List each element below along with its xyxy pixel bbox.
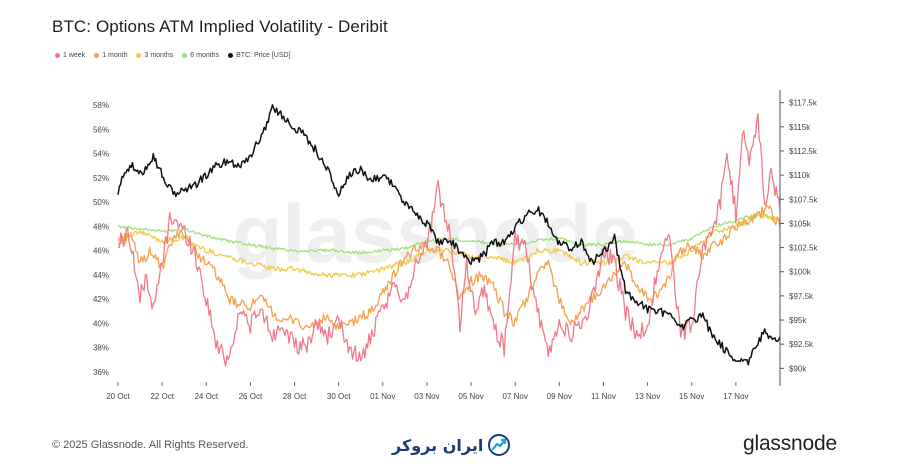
x-tick-label: 30 Oct	[327, 392, 351, 401]
x-tick-label: 11 Nov	[591, 392, 616, 401]
y-left-tick-label: 56%	[93, 125, 109, 134]
x-tick-label: 15 Nov	[679, 392, 704, 401]
legend-dot-icon	[228, 53, 234, 58]
axes-layer: 36% 38% 40% 42% 44% 46% 48% 50% 52% 54% 56% 58% $90k…	[93, 90, 818, 401]
brand-chart-icon	[488, 434, 511, 456]
y-left-tick-label: 42%	[93, 295, 109, 304]
legend-label: 6 months	[190, 52, 220, 59]
legend-item-3-months[interactable]: 3 months	[136, 52, 173, 59]
y-left-tick-label: 46%	[93, 247, 109, 256]
y-left-tick-label: 36%	[93, 368, 109, 377]
legend-dot-icon	[136, 53, 142, 58]
y-right-tick-label: $102.5k	[789, 244, 818, 253]
x-tick-label: 03 Nov	[414, 392, 439, 401]
footer-brand: ایران بروکر	[392, 433, 511, 457]
y-left-tick-label: 52%	[93, 174, 109, 183]
x-tick-label: 13 Nov	[635, 392, 660, 401]
chart-legend: 1 week 1 month 3 months 6 months BTC: Pr…	[55, 52, 291, 59]
y-left-tick-label: 54%	[93, 150, 109, 159]
y-right-tick-label: $97.5k	[789, 292, 814, 301]
y-right-tick-label: $92.5k	[789, 340, 814, 349]
y-left-tick-label: 48%	[93, 222, 109, 231]
y-left-tick-label: 40%	[93, 319, 109, 328]
brand-text: ایران بروکر	[392, 435, 484, 455]
series-line-6-months	[117, 213, 781, 255]
legend-dot-icon	[94, 53, 100, 58]
series-line-1-month	[117, 205, 781, 331]
x-tick-label: 05 Nov	[458, 392, 483, 401]
y-right-tick-label: $107.5k	[789, 195, 818, 204]
x-tick-label: 17 Nov	[723, 392, 748, 401]
y-right-tick-label: $110k	[789, 171, 811, 180]
chart-title: BTC: Options ATM Implied Volatility - De…	[52, 17, 388, 36]
y-left-tick-label: 44%	[93, 271, 109, 280]
legend-label: 3 months	[144, 52, 174, 59]
legend-item-1-month[interactable]: 1 month	[94, 52, 127, 59]
x-tick-label: 24 Oct	[194, 392, 218, 401]
footer-copyright: © 2025 Glassnode. All Rights Reserved.	[52, 439, 249, 451]
x-tick-label: 07 Nov	[503, 392, 528, 401]
y-right-tick-label: $90k	[789, 364, 807, 373]
series-line-3-months	[117, 211, 781, 279]
x-tick-label: 26 Oct	[239, 392, 263, 401]
legend-label: 1 week	[63, 52, 86, 59]
y-left-tick-label: 58%	[93, 101, 109, 110]
y-right-tick-label: $117.5k	[789, 99, 818, 108]
y-right-tick-label: $115k	[789, 123, 811, 132]
series-line-btc-price	[117, 104, 781, 366]
legend-label: BTC: Price [USD]	[236, 52, 291, 59]
series-line-1-week	[117, 112, 781, 367]
legend-dot-icon	[55, 53, 60, 58]
legend-item-6-months[interactable]: 6 months	[182, 52, 219, 59]
x-tick-label: 20 Oct	[106, 392, 130, 401]
legend-dot-icon	[182, 53, 188, 58]
glassnode-logo: glassnode	[743, 432, 837, 455]
y-left-tick-label: 38%	[93, 344, 109, 353]
y-right-tick-label: $105k	[789, 219, 812, 228]
x-tick-label: 28 Oct	[283, 392, 307, 401]
x-tick-label: 22 Oct	[150, 392, 174, 401]
legend-item-btc-price[interactable]: BTC: Price [USD]	[228, 52, 291, 59]
y-left-tick-label: 50%	[93, 198, 109, 207]
x-tick-label: 01 Nov	[370, 392, 395, 401]
x-tick-label: 09 Nov	[547, 392, 572, 401]
y-right-tick-label: $100k	[789, 268, 812, 277]
series-layer	[117, 104, 781, 367]
y-right-tick-label: $95k	[789, 316, 807, 325]
legend-label: 1 month	[102, 52, 128, 59]
legend-item-1-week[interactable]: 1 week	[55, 52, 85, 59]
y-right-tick-label: $112.5k	[789, 147, 818, 156]
